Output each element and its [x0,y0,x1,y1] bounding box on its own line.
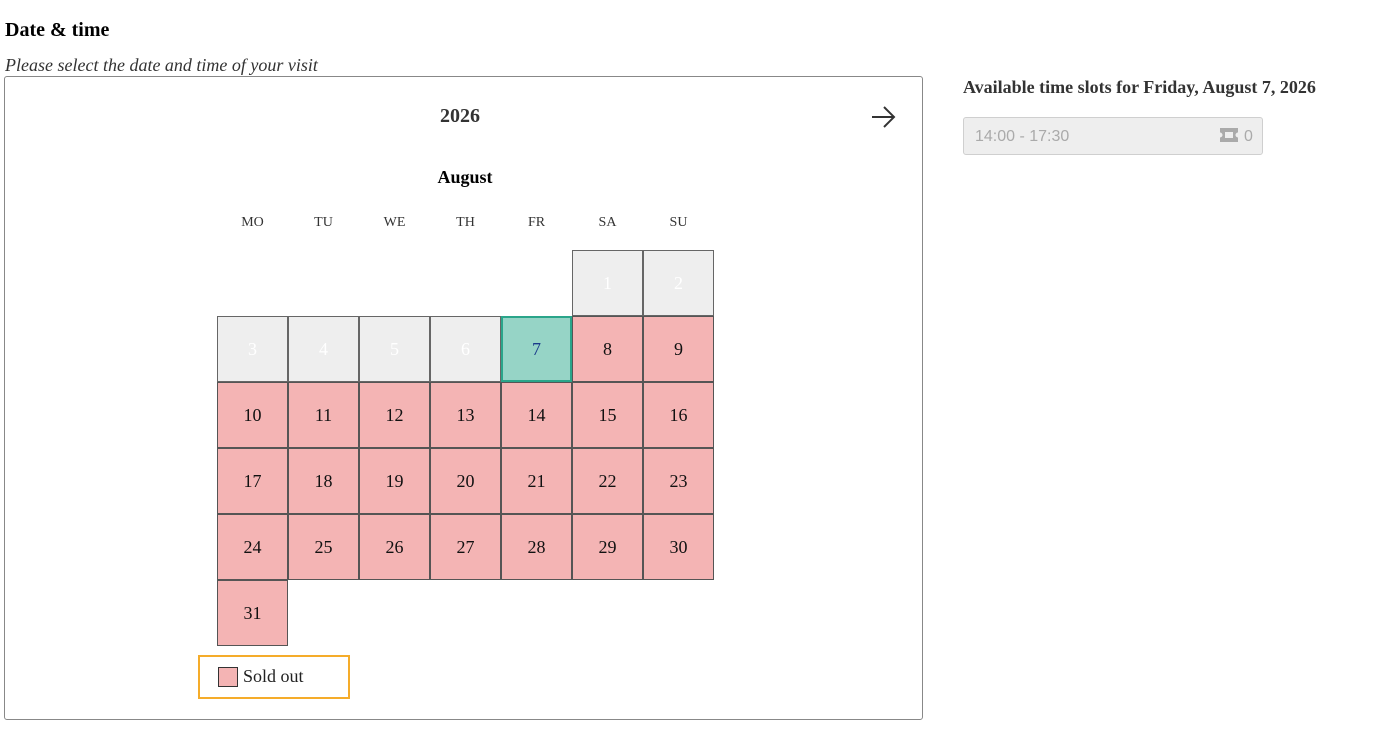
calendar-panel [4,76,923,720]
weekday-header: MO TU WE TH FR SA SU [217,214,714,234]
calendar-day-25[interactable]: 25 [288,514,359,580]
calendar-day-19[interactable]: 19 [359,448,430,514]
calendar-day-12[interactable]: 12 [359,382,430,448]
calendar-day-17[interactable]: 17 [217,448,288,514]
weekday-label: TU [314,215,333,230]
calendar-day-31[interactable]: 31 [217,580,288,646]
calendar-day-10[interactable]: 10 [217,382,288,448]
weekday-label: TH [456,215,475,230]
calendar-day-15[interactable]: 15 [572,382,643,448]
calendar-day-16[interactable]: 16 [643,382,714,448]
calendar-day-4: 4 [288,316,359,382]
sold-out-swatch [218,667,238,687]
calendar-day-1: 1 [572,250,643,316]
legend: Sold out [198,655,350,699]
calendar-day-3: 3 [217,316,288,382]
calendar-day-22[interactable]: 22 [572,448,643,514]
weekday-label: FR [527,215,546,230]
time-slot-ticket-count: 0 [1244,128,1253,145]
calendar-month: August [437,167,493,187]
page-heading: Date & time [5,19,110,41]
calendar-day-21[interactable]: 21 [501,448,572,514]
calendar-day-18[interactable]: 18 [288,448,359,514]
calendar-day-5: 5 [359,316,430,382]
calendar-day-28[interactable]: 28 [501,514,572,580]
calendar-day-7[interactable]: 7 [501,316,572,382]
calendar-year: 2026 [440,105,480,127]
calendar-day-2: 2 [643,250,714,316]
ticket-icon [1220,128,1238,142]
calendar-day-9[interactable]: 9 [643,316,714,382]
time-slot-button[interactable]: 14:00 - 17:30 0 [963,117,1263,155]
calendar-day-30[interactable]: 30 [643,514,714,580]
calendar-day-6: 6 [430,316,501,382]
calendar-day-14[interactable]: 14 [501,382,572,448]
calendar-day-13[interactable]: 13 [430,382,501,448]
legend-label-sold-out: Sold out [243,666,304,686]
calendar-day-24[interactable]: 24 [217,514,288,580]
weekday-label: SA [598,215,617,230]
weekday-label: MO [241,215,264,230]
calendar-day-26[interactable]: 26 [359,514,430,580]
calendar-day-11[interactable]: 11 [288,382,359,448]
calendar-day-29[interactable]: 29 [572,514,643,580]
calendar-day-27[interactable]: 27 [430,514,501,580]
weekday-label: SU [669,215,688,230]
time-slot-time: 14:00 - 17:30 [975,128,1070,145]
arrow-right-icon[interactable] [869,103,897,131]
page-subtitle: Please select the date and time of your … [5,55,318,75]
time-slots-heading: Available time slots for Friday, August … [963,77,1316,97]
weekday-label: WE [383,215,406,230]
calendar-day-20[interactable]: 20 [430,448,501,514]
calendar-day-8[interactable]: 8 [572,316,643,382]
calendar-day-23[interactable]: 23 [643,448,714,514]
